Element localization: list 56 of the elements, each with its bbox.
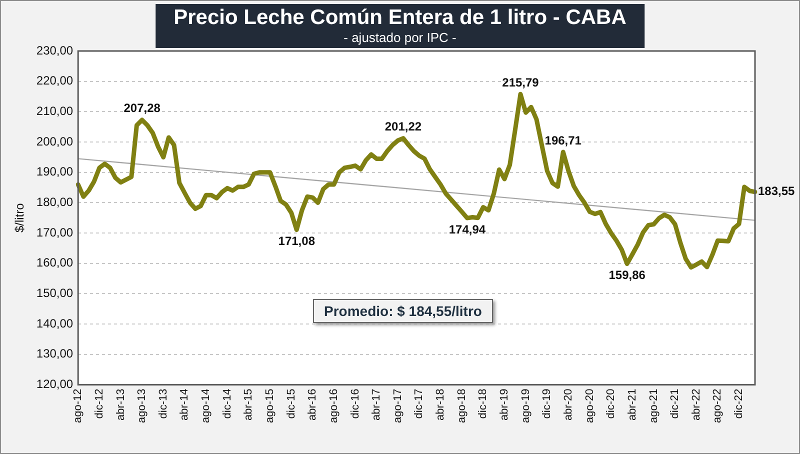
x-tick-label: abr-15 [242,388,255,421]
chart-title: Precio Leche Común Entera de 1 litro - CABA [174,6,626,30]
x-tick-label: dic-14 [221,388,234,419]
data-label: 159,86 [608,268,646,282]
y-tick-label: 130,00 [36,346,74,361]
y-tick-label: 120,00 [36,377,74,392]
y-tick-label: 180,00 [36,195,74,210]
x-tick-label: dic-21 [669,388,682,419]
chart-subtitle: - ajustado por IPC - [342,30,458,45]
x-tick-label: ago-15 [264,388,276,424]
x-tick-label: ago-19 [520,388,532,424]
y-axis-title: $/litro [12,202,27,233]
x-tick-label: ago-14 [200,388,212,424]
y-tick-label: 150,00 [36,286,74,300]
x-tick-label: abr-20 [562,388,574,421]
x-tick-label: dic-19 [541,388,554,419]
data-label: 196,71 [544,133,582,148]
y-tick-label: 230,00 [36,43,74,58]
data-label: 183,55 [758,184,796,198]
x-tick-label: ago-17 [392,388,404,424]
y-tick-label: 220,00 [36,74,74,88]
y-tick-label: 190,00 [36,164,74,179]
x-tick-label: abr-22 [690,388,702,421]
x-tick-label: dic-13 [157,388,170,419]
data-label: 174,94 [448,222,486,236]
x-tick-label: dic-12 [93,388,106,419]
x-tick-label: ago-21 [648,388,660,424]
x-tick-label: abr-21 [626,388,638,421]
x-tick-label: abr-13 [114,388,127,421]
x-tick-label: abr-18 [434,388,447,421]
x-tick-label: ago-22 [712,388,724,424]
x-tick-label: ago-12 [72,388,84,424]
data-label: 215,79 [502,75,540,90]
x-tick-label: abr-14 [178,388,191,421]
x-tick-label: dic-20 [605,388,618,419]
x-tick-label: abr-17 [370,388,383,421]
x-tick-label: dic-16 [349,388,362,419]
y-tick-label: 170,00 [36,225,74,240]
x-tick-label: dic-17 [413,388,426,419]
x-tick-label: abr-19 [498,388,511,421]
x-tick-label: dic-18 [477,388,490,419]
data-label: 207,28 [124,101,161,116]
x-tick-label: abr-16 [306,388,319,421]
y-tick-label: 210,00 [36,104,74,118]
x-tick-label: ago-20 [584,388,596,424]
data-label: 201,22 [384,120,422,134]
x-tick-label: ago-18 [456,388,468,424]
y-tick-label: 160,00 [36,256,74,270]
y-tick-label: 140,00 [36,316,74,330]
x-tick-label: dic-15 [285,388,298,419]
data-label: 171,08 [278,234,316,248]
x-tick-label: ago-13 [136,388,148,424]
x-tick-label: dic-22 [733,388,746,419]
annotation: Promedio: $ 184,55/litro [313,299,493,323]
y-tick-label: 200,00 [36,134,74,148]
x-tick-label: ago-16 [328,388,340,424]
